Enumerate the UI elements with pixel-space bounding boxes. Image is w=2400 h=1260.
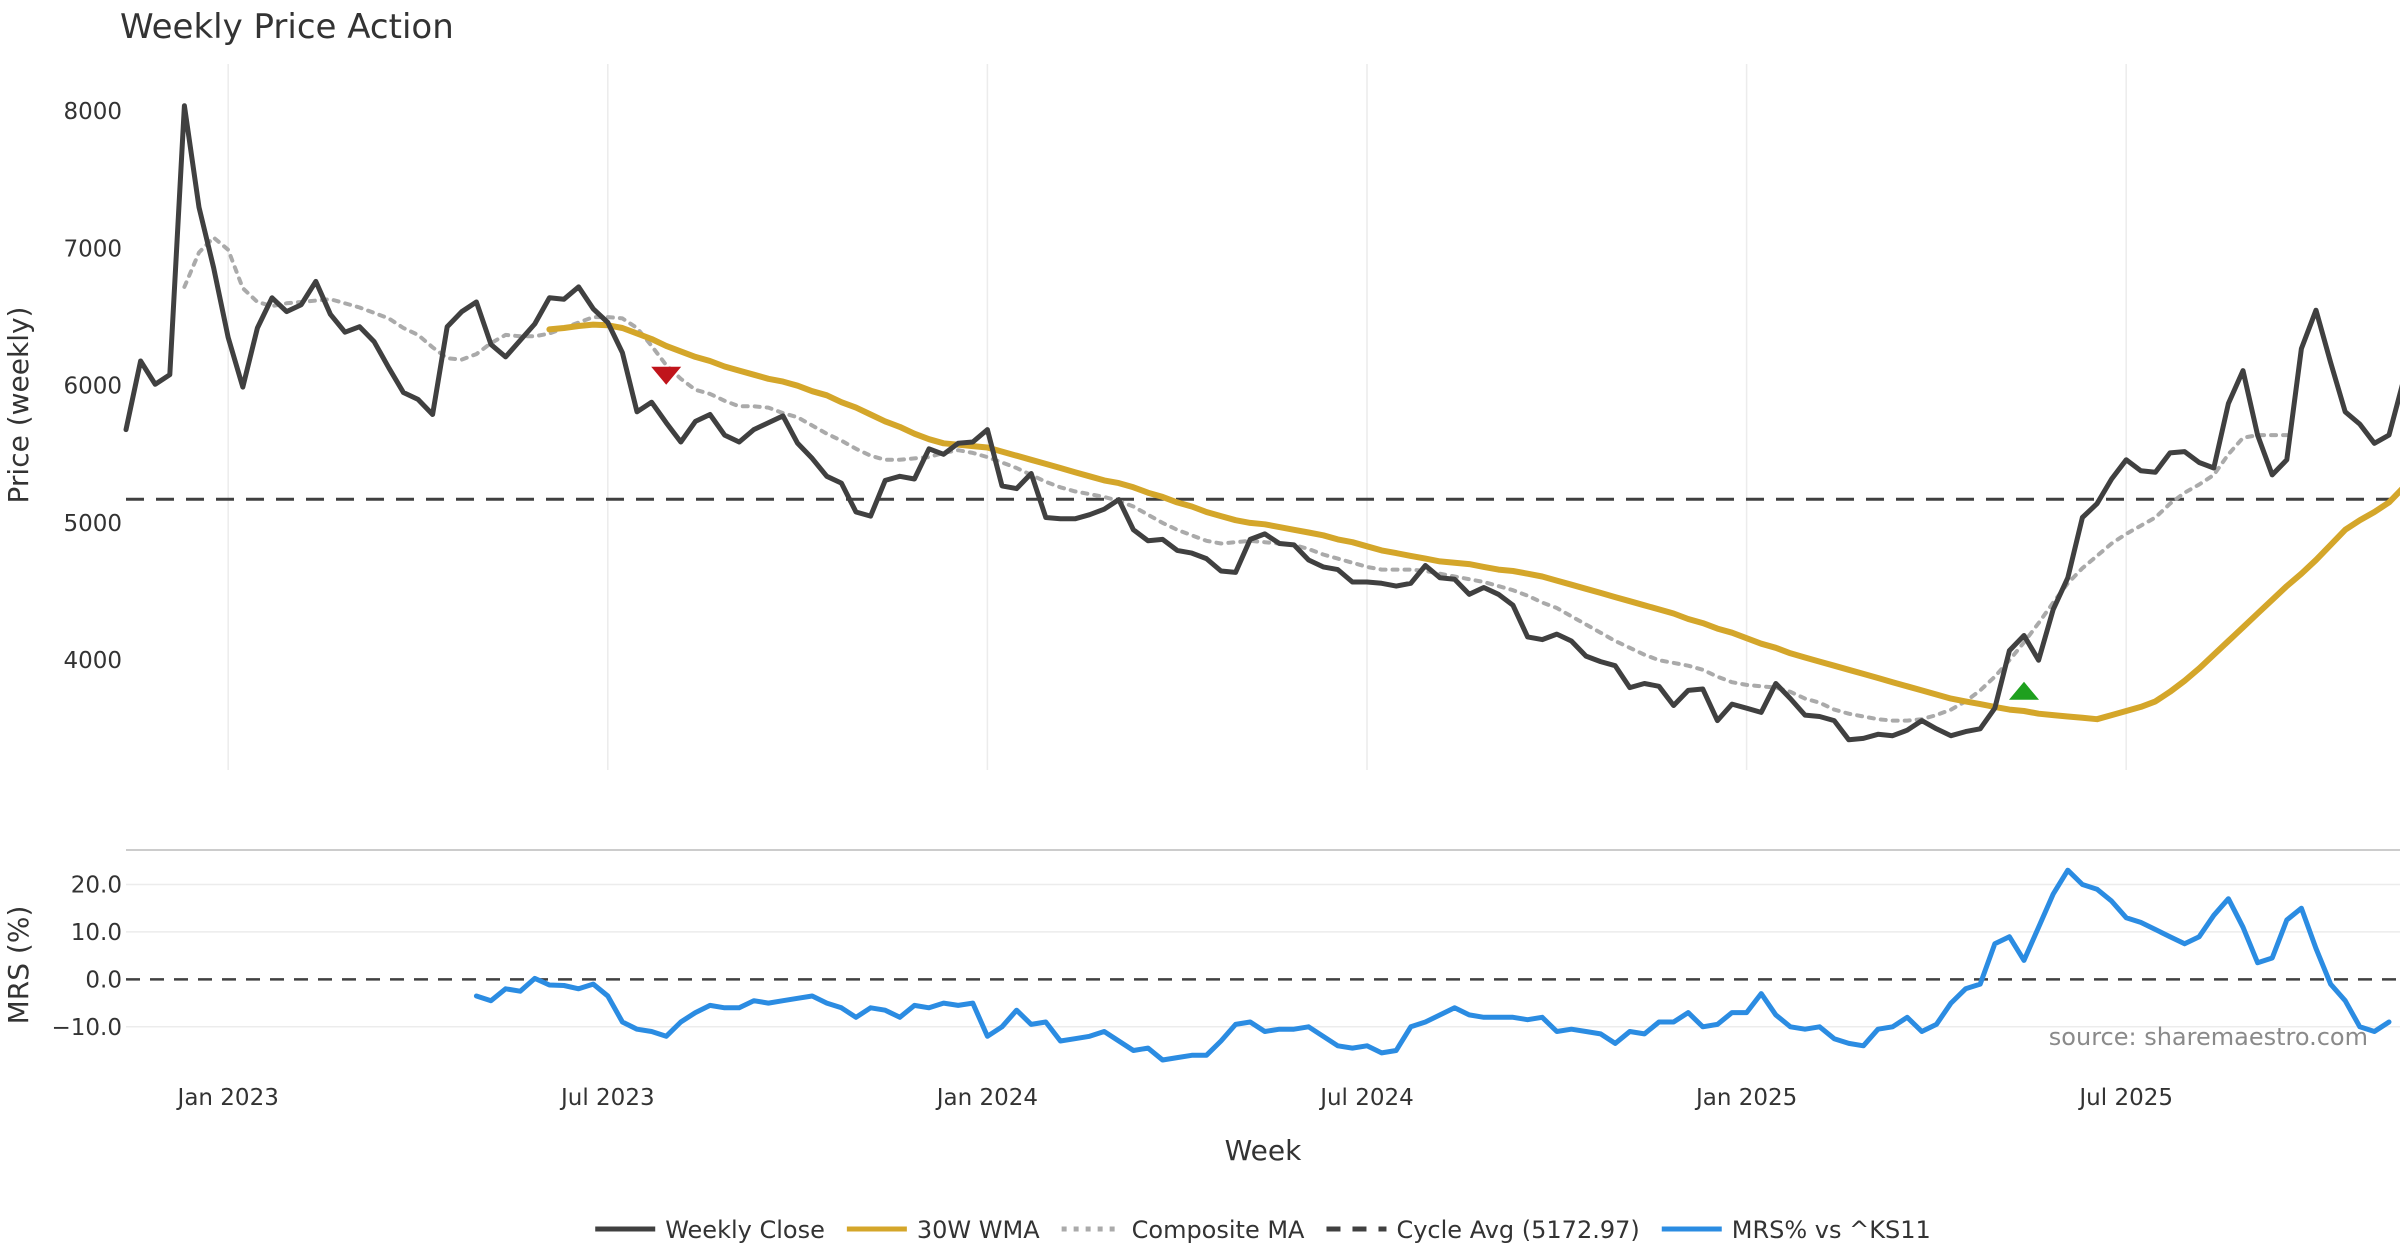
- x-tick-label: Jul 2023: [559, 1085, 655, 1111]
- buy-signal-marker: [2009, 681, 2039, 700]
- series-line-mrs-vs-ks11: [473, 867, 2392, 1063]
- signal-markers: [651, 366, 2039, 700]
- x-axis: Jan 2023 Jul 2023 Jan 2024 Jul 2024 Jan 2025…: [176, 1085, 2173, 1111]
- series-line-30w-wma: [546, 321, 2400, 723]
- price-y-axis: 4000 5000 6000 7000 8000: [63, 99, 122, 674]
- chart-title: Weekly Price Action: [120, 7, 454, 47]
- mrs-y-tick-label: 20.0: [71, 872, 122, 898]
- x-tick-label: Jul 2024: [1318, 1085, 1414, 1111]
- mrs-grid: [126, 883, 2400, 1028]
- price-y-tick-label: 5000: [63, 511, 122, 537]
- price-y-tick-label: 8000: [63, 99, 122, 125]
- price-y-tick-label: 4000: [63, 648, 122, 674]
- legend-label: 30W WMA: [917, 1216, 1040, 1244]
- series-line-weekly-close: [123, 103, 2400, 743]
- mrs-panel: 20.0 10.0 0.0 −10.0 MRS (%) source: sharema…: [2, 849, 2400, 1063]
- price-y-tick-label: 6000: [63, 374, 122, 400]
- x-tick-label: Jan 2023: [176, 1085, 279, 1111]
- legend-label: MRS% vs ^KS11: [1732, 1216, 1931, 1244]
- legend: Weekly Close 30W WMA Composite MA Cycle Avg…: [595, 1216, 1931, 1244]
- x-tick-label: Jan 2025: [1694, 1085, 1797, 1111]
- price-series: [123, 103, 2400, 743]
- x-tick-label: Jan 2024: [935, 1085, 1038, 1111]
- source-attribution: source: sharemaestro.com: [2049, 1023, 2368, 1051]
- x-tick-label: Jul 2025: [2077, 1085, 2173, 1111]
- mrs-y-tick-label: 10.0: [71, 920, 122, 946]
- x-axis-label: Week: [1225, 1134, 1302, 1167]
- legend-label: Cycle Avg (5172.97): [1396, 1216, 1639, 1244]
- mrs-y-tick-label: −10.0: [52, 1015, 122, 1041]
- mrs-y-axis: 20.0 10.0 0.0 −10.0: [52, 872, 122, 1040]
- price-y-tick-label: 7000: [63, 236, 122, 262]
- price-panel: 4000 5000 6000 7000 8000 Price (weekly): [2, 64, 2400, 770]
- sell-signal-marker: [651, 366, 682, 385]
- price-y-axis-label: Price (weekly): [2, 307, 35, 504]
- mrs-y-axis-label: MRS (%): [2, 906, 35, 1025]
- price-grid: [227, 64, 2127, 770]
- legend-label: Composite MA: [1132, 1216, 1305, 1244]
- mrs-series: [126, 867, 2400, 1063]
- legend-label: Weekly Close: [665, 1216, 825, 1244]
- mrs-y-tick-label: 0.0: [85, 967, 122, 993]
